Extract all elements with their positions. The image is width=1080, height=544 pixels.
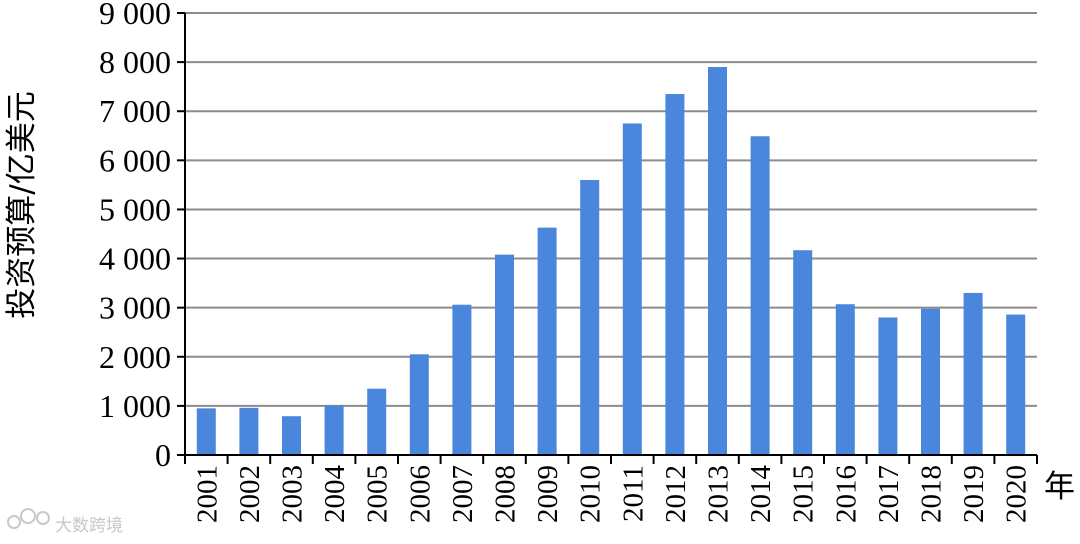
- watermark-logo-icon: [7, 508, 50, 529]
- x-tick-label: 2004: [319, 465, 351, 524]
- x-tick-label: 2014: [745, 465, 777, 524]
- bars: [196, 67, 1026, 456]
- x-tick-label: 2019: [958, 465, 990, 523]
- bar: [452, 304, 472, 455]
- y-tick-labels: 0 1 000 2 000 3 000 4 000 5 000 6 000 7 000 8 00…: [99, 0, 185, 473]
- y-tick-label: 6 000: [99, 142, 171, 178]
- watermark: 大数跨境: [7, 508, 123, 536]
- x-tick-label: 2018: [916, 465, 948, 523]
- bar: [750, 136, 770, 455]
- y-tick-label: 5 000: [99, 191, 171, 227]
- x-tick-label: 2001: [191, 465, 223, 523]
- y-tick-label: 8 000: [99, 44, 171, 80]
- x-tick-label: 2007: [447, 465, 479, 523]
- bar: [793, 250, 813, 455]
- x-tick-label: 2012: [660, 465, 692, 523]
- y-axis-title: 投资预算/亿美元: [4, 91, 40, 318]
- x-tick-label: 2016: [830, 465, 862, 523]
- bar: [495, 254, 514, 455]
- bar: [580, 179, 600, 455]
- x-tick-label: 2020: [1001, 465, 1033, 523]
- axes: [184, 13, 1037, 456]
- bar: [878, 317, 898, 455]
- bar: [537, 227, 557, 455]
- bar: [409, 354, 429, 455]
- x-tick-label: 2015: [788, 465, 820, 523]
- y-tick-label: 3 000: [99, 290, 171, 326]
- x-axis-title: 年: [1044, 469, 1075, 505]
- x-tick-label: 2008: [490, 465, 522, 523]
- bar: [367, 388, 387, 455]
- bar: [324, 405, 344, 455]
- bar: [239, 407, 259, 455]
- x-tick-label: 2010: [575, 465, 607, 523]
- x-tick-marks: [184, 455, 1038, 464]
- y-tick-label: 7 000: [99, 93, 171, 129]
- bar: [921, 308, 940, 455]
- x-tick-label: 2005: [362, 465, 394, 523]
- gridlines: [185, 12, 1037, 407]
- x-tick-label: 2013: [703, 465, 735, 523]
- y-tick-label: 0: [155, 437, 171, 473]
- bar: [282, 416, 301, 455]
- x-tick-label: 2003: [277, 465, 309, 523]
- y-tick-label: 2 000: [99, 339, 171, 375]
- bar: [963, 292, 983, 455]
- watermark-text: 大数跨境: [55, 516, 123, 536]
- x-tick-label: 2017: [873, 465, 905, 523]
- x-tick-label: 2009: [532, 465, 564, 523]
- bar: [196, 408, 216, 455]
- bar: [622, 123, 642, 455]
- x-tick-labels: 2001 2002 2003 2004 2005 2006 2007 2008 2009 2010…: [191, 465, 1032, 524]
- bar: [1006, 314, 1026, 455]
- bar: [835, 304, 855, 455]
- y-tick-label: 9 000: [99, 0, 171, 31]
- y-tick-label: 4 000: [99, 241, 171, 277]
- x-tick-label: 2002: [234, 465, 266, 523]
- bar: [665, 94, 685, 456]
- bar: [708, 67, 727, 456]
- y-tick-label: 1 000: [99, 388, 171, 424]
- x-tick-label: 2006: [404, 465, 436, 523]
- x-tick-label: 2011: [617, 465, 649, 522]
